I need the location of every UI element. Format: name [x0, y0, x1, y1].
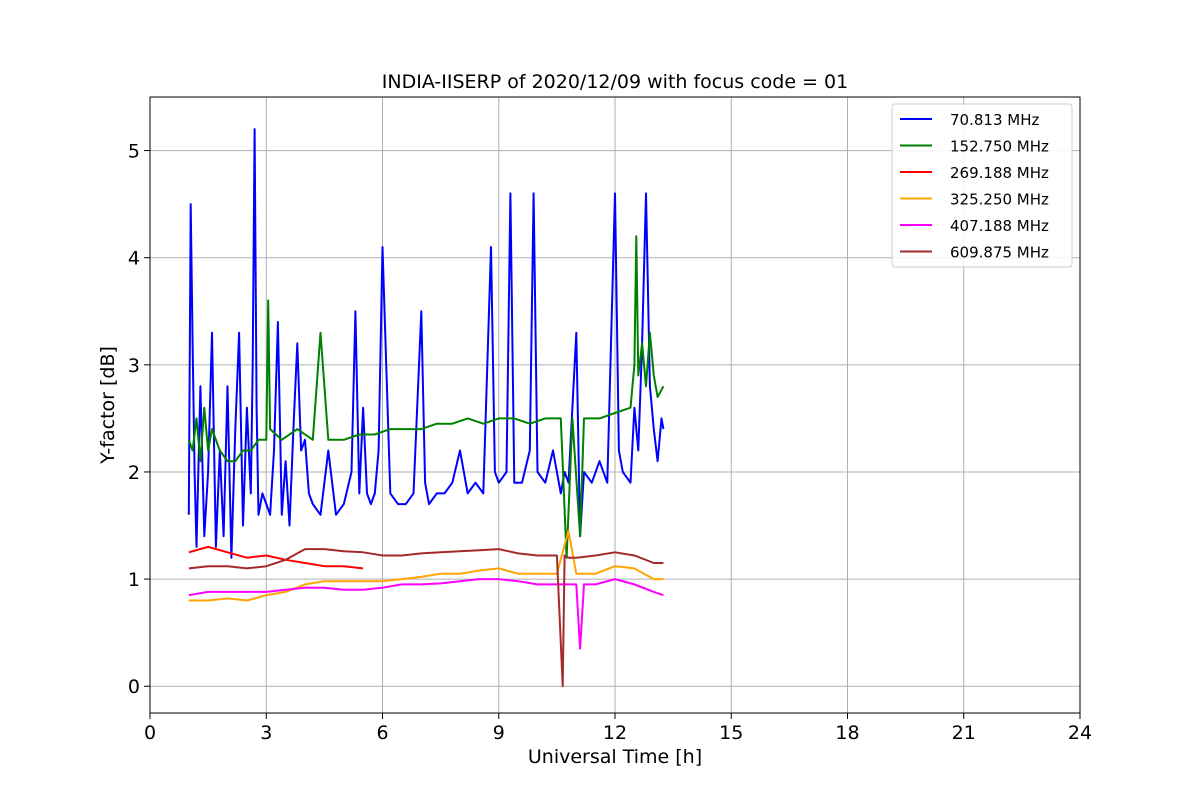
- y-tick-label: 0: [128, 676, 140, 698]
- x-tick-label: 9: [493, 722, 505, 744]
- series-line-325-250-mhz: [188, 529, 664, 602]
- y-axis-ticks: 0 1 2 3 4 5: [128, 141, 150, 698]
- y-tick-label: 3: [128, 355, 140, 377]
- legend-label: 70.813 MHz: [950, 111, 1039, 129]
- x-tick-label: 12: [603, 722, 627, 744]
- y-tick-label: 1: [128, 569, 140, 591]
- series-line-609-875-mhz: [188, 548, 664, 688]
- y-axis-label: Y-factor [dB]: [97, 346, 119, 465]
- y-tick-label: 4: [128, 248, 140, 270]
- legend-label: 152.750 MHz: [950, 138, 1049, 156]
- y-tick-label: 5: [128, 141, 140, 163]
- series-line-269-188-mhz: [188, 545, 364, 570]
- series-line-152-750-mhz: [187, 235, 665, 559]
- legend-label: 325.250 MHz: [950, 191, 1049, 209]
- x-tick-label: 0: [144, 722, 156, 744]
- plot-series: [187, 128, 665, 688]
- x-tick-label: 3: [260, 722, 272, 744]
- legend-label: 407.188 MHz: [950, 217, 1049, 235]
- legend-label: 269.188 MHz: [950, 164, 1049, 182]
- legend-label: 609.875 MHz: [950, 244, 1049, 262]
- legend-box: [891, 103, 1073, 268]
- legend: 70.813 MHz 152.750 MHz 269.188 MHz 325.250 …: [891, 103, 1073, 268]
- x-tick-label: 15: [719, 722, 743, 744]
- x-axis-label: Universal Time [h]: [528, 746, 702, 768]
- x-tick-label: 18: [835, 722, 859, 744]
- x-axis-ticks: 0 3 6 9 12 15 18 21 24: [144, 713, 1092, 744]
- series-line-70-813-mhz: [187, 128, 665, 559]
- chart-title: INDIA-IISERP of 2020/12/09 with focus co…: [382, 71, 848, 93]
- series-line-407-188-mhz: [188, 578, 664, 650]
- x-tick-label: 21: [952, 722, 976, 744]
- x-tick-label: 6: [376, 722, 388, 744]
- x-tick-label: 24: [1068, 722, 1092, 744]
- y-tick-label: 2: [128, 462, 140, 484]
